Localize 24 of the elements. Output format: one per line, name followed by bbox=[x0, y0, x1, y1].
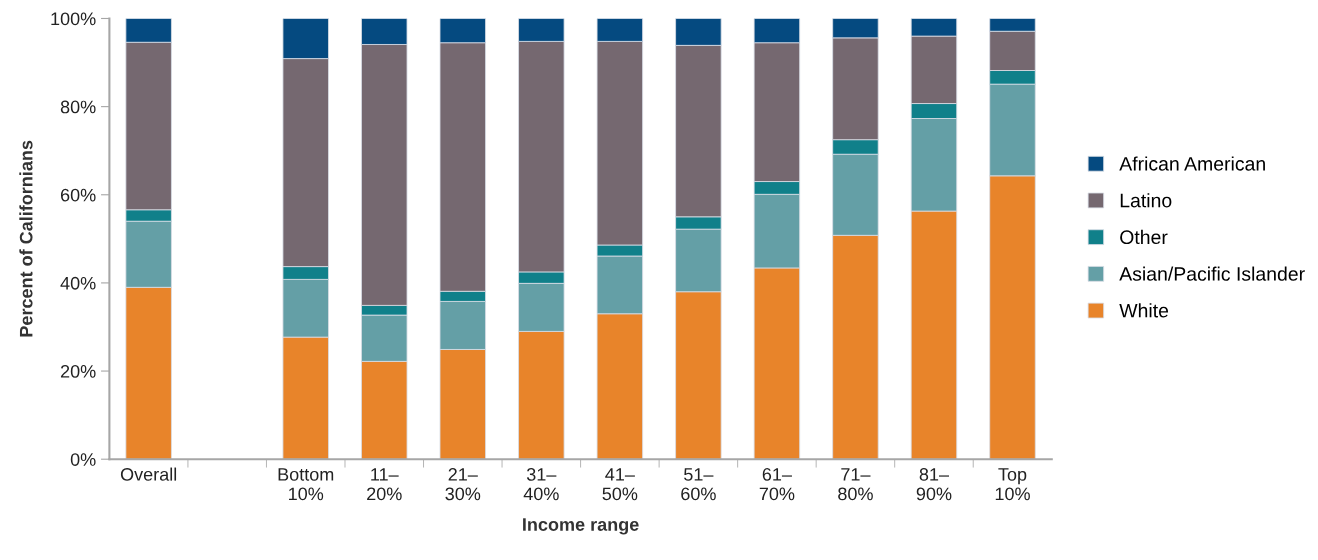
x-tick-label: Overall bbox=[120, 467, 177, 481]
y-axis-title: Percent of Californians bbox=[19, 140, 33, 337]
legend-label: Latino bbox=[1120, 193, 1172, 208]
x-axis-title: Income range bbox=[523, 518, 639, 535]
y-tick-label: 40% bbox=[60, 276, 96, 290]
x-tick-label: 11– 20% bbox=[367, 468, 402, 501]
legend-label: White bbox=[1119, 303, 1169, 318]
x-tick-label: Bottom 10% bbox=[278, 468, 334, 501]
x-tick-label: 31– 40% bbox=[523, 468, 559, 501]
y-tick-label: 60% bbox=[60, 188, 96, 202]
legend-label: Asian/Pacific Islander bbox=[1119, 266, 1305, 281]
y-tick-label: 20% bbox=[60, 364, 96, 378]
y-tick-label: 80% bbox=[60, 100, 96, 114]
legend-label: Other bbox=[1120, 229, 1168, 245]
x-tick-label: 71– 80% bbox=[838, 468, 873, 501]
x-tick-label: 61– 70% bbox=[759, 468, 795, 501]
legend-label: African American bbox=[1119, 156, 1265, 171]
y-tick-label: 0% bbox=[70, 453, 96, 466]
x-tick-label: 51– 60% bbox=[681, 468, 716, 501]
x-tick-label: Top 10% bbox=[995, 468, 1030, 501]
y-tick-label: 100% bbox=[51, 12, 96, 26]
x-tick-label: 21– 30% bbox=[445, 468, 481, 501]
x-tick-label: 41– 50% bbox=[602, 468, 638, 501]
x-tick-label: 81– 90% bbox=[916, 468, 952, 501]
